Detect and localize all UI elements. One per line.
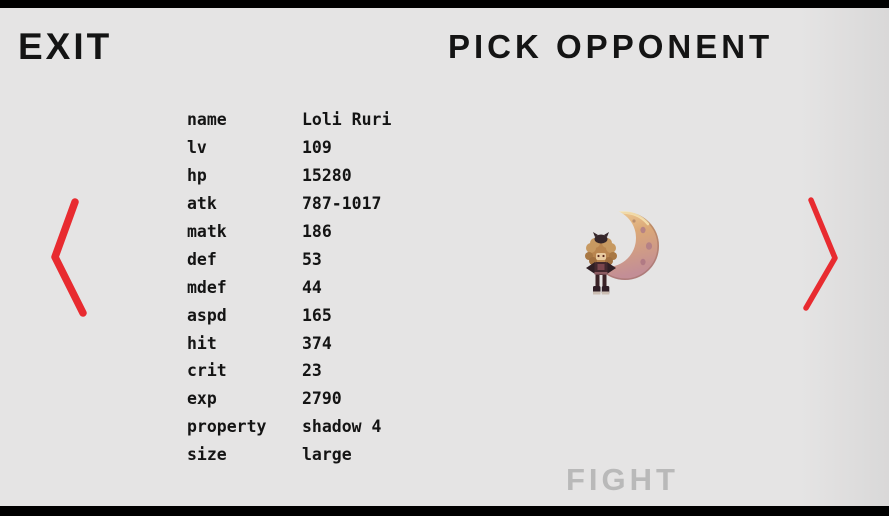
stat-row: mdef 44 — [187, 273, 391, 301]
stat-value: 23 — [302, 361, 322, 381]
stat-row: lv 109 — [187, 134, 391, 162]
stat-row: exp 2790 — [187, 385, 391, 413]
opponent-sprite — [582, 196, 662, 304]
stat-row: size large — [187, 441, 391, 469]
stat-value: 165 — [302, 305, 332, 325]
stat-label: lv — [187, 138, 207, 158]
chevron-right-icon — [803, 197, 838, 311]
stat-row: crit 23 — [187, 357, 391, 385]
stat-value: shadow 4 — [302, 417, 382, 437]
page-title: PICK OPPONENT — [448, 28, 774, 65]
exit-button[interactable]: EXIT — [18, 26, 113, 67]
stat-row: hit 374 — [187, 329, 391, 357]
stat-row: def 53 — [187, 245, 391, 273]
stat-row: property shadow 4 — [187, 413, 391, 441]
loli-ruri-sprite-icon — [585, 211, 660, 295]
stat-label: crit — [187, 361, 227, 381]
stat-label: size — [187, 445, 227, 465]
stat-label: hit — [187, 333, 217, 353]
stat-value: large — [302, 445, 352, 465]
stat-row: hp 15280 — [187, 162, 391, 190]
stat-value: 374 — [302, 333, 332, 353]
stat-label: property — [187, 417, 267, 437]
stat-value: 44 — [302, 277, 322, 297]
bottom-black-bar — [0, 506, 889, 516]
stat-row: atk 787-1017 — [187, 190, 391, 218]
stat-value: Loli Ruri — [302, 110, 392, 130]
previous-opponent-button[interactable] — [48, 196, 90, 318]
stat-value: 53 — [302, 249, 322, 269]
next-opponent-button[interactable] — [800, 194, 842, 316]
chevron-left-icon — [51, 198, 87, 317]
stat-label: atk — [187, 194, 217, 214]
stat-value: 2790 — [302, 389, 342, 409]
stat-label: name — [187, 110, 227, 130]
stat-value: 186 — [302, 222, 332, 241]
stat-label: aspd — [187, 305, 227, 325]
stat-row: aspd 165 — [187, 301, 391, 329]
stat-value: 787-1017 — [302, 194, 382, 214]
stat-row: name Loli Ruri — [187, 106, 391, 134]
stat-label: hp — [187, 166, 207, 186]
stat-row: matk 186 — [187, 218, 391, 246]
stat-value: 15280 — [302, 166, 352, 186]
stat-value: 109 — [302, 138, 332, 158]
top-black-bar — [0, 0, 889, 8]
stat-label: mdef — [187, 277, 227, 297]
fight-button[interactable]: FIGHT — [566, 462, 679, 497]
stat-label: def — [187, 249, 217, 269]
stat-label: matk — [187, 222, 227, 241]
stats-table: name Loli Ruri lv 109 hp 15280 atk 787-1017 matk… — [187, 106, 391, 469]
stat-label: exp — [187, 389, 217, 409]
